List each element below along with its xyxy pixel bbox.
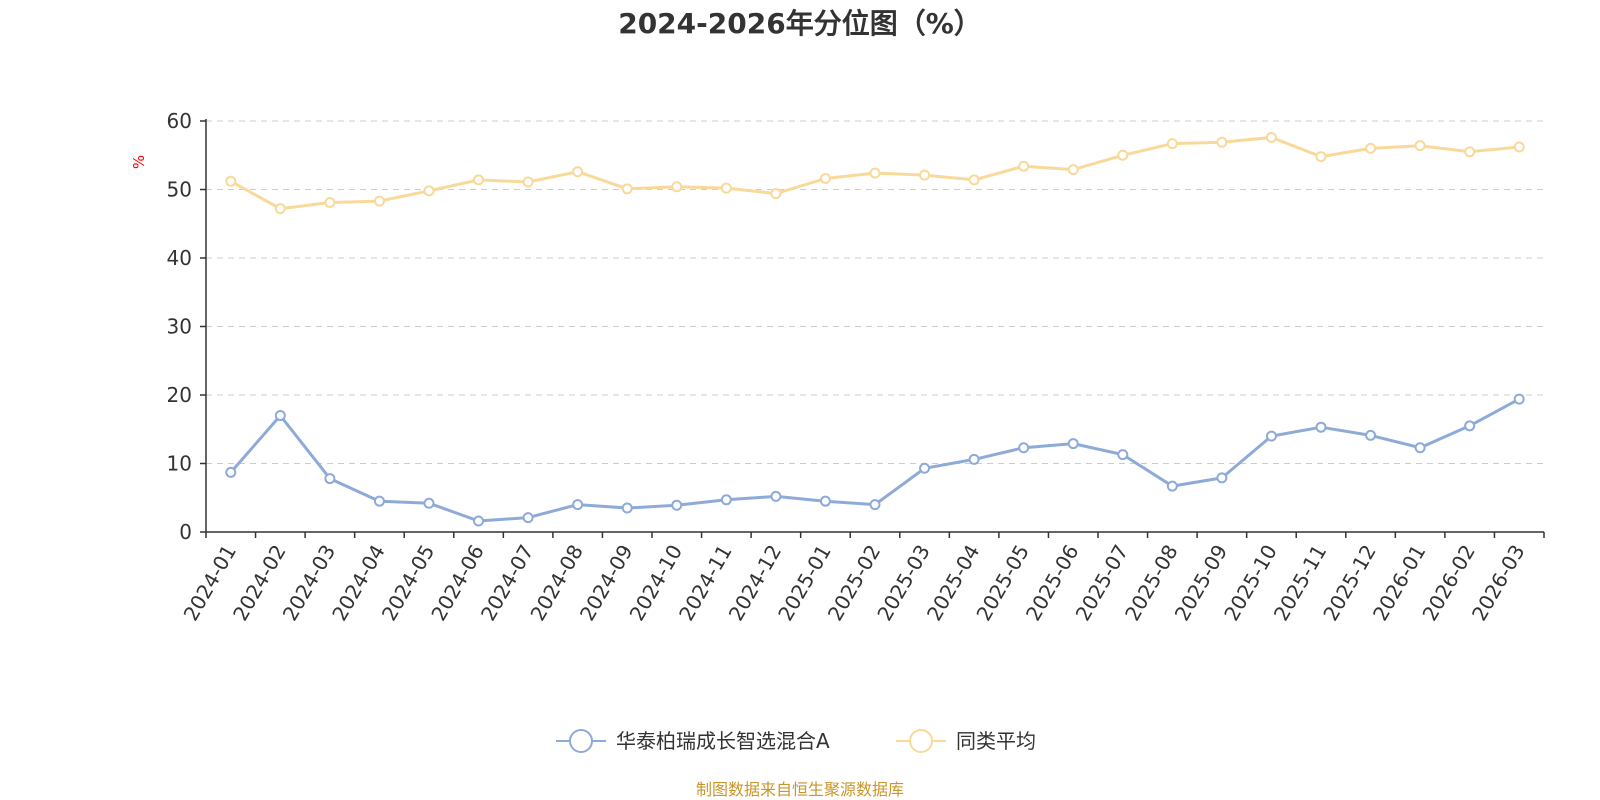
data-point xyxy=(1216,136,1228,148)
data-point xyxy=(770,490,782,502)
data-point xyxy=(572,499,584,511)
data-point xyxy=(1365,142,1377,154)
data-point xyxy=(968,453,980,465)
data-point xyxy=(819,173,831,185)
data-point xyxy=(1166,138,1178,150)
data-point xyxy=(1464,146,1476,158)
data-point xyxy=(274,410,286,422)
y-tick-label: 30 xyxy=(167,315,192,339)
data-point xyxy=(919,462,931,474)
data-point xyxy=(671,499,683,511)
y-axis: 0 10 20 30 40 50 60 xyxy=(167,109,207,544)
data-point xyxy=(572,166,584,178)
data-point xyxy=(225,466,237,478)
data-point xyxy=(1513,141,1525,153)
data-point xyxy=(1315,151,1327,163)
data-point xyxy=(324,473,336,485)
y-tick-label: 60 xyxy=(167,109,192,133)
data-point xyxy=(473,515,485,527)
legend-label: 华泰柏瑞成长智选混合A xyxy=(616,729,830,753)
data-point xyxy=(869,499,881,511)
data-point xyxy=(423,497,435,509)
data-point xyxy=(1315,421,1327,433)
data-point xyxy=(1365,429,1377,441)
y-tick-label: 20 xyxy=(167,383,192,407)
data-point xyxy=(522,176,534,188)
data-point xyxy=(819,495,831,507)
data-point xyxy=(1265,430,1277,442)
data-point xyxy=(919,169,931,181)
data-point xyxy=(1018,442,1030,454)
y-tick-label: 10 xyxy=(167,452,192,476)
data-point xyxy=(225,175,237,187)
data-point xyxy=(770,188,782,200)
y-tick-label: 50 xyxy=(167,178,192,202)
data-point xyxy=(621,502,633,514)
data-point xyxy=(423,185,435,197)
legend-marker xyxy=(569,729,593,753)
data-point xyxy=(1117,449,1129,461)
data-point xyxy=(968,174,980,186)
data-point xyxy=(324,197,336,209)
data-point xyxy=(373,195,385,207)
data-point xyxy=(1464,420,1476,432)
data-point xyxy=(1216,472,1228,484)
data-point xyxy=(1414,442,1426,454)
data-point xyxy=(1117,149,1129,161)
gridlines xyxy=(206,120,1544,464)
data-point xyxy=(869,167,881,179)
data-point xyxy=(720,494,732,506)
data-point xyxy=(621,183,633,195)
legend-marker xyxy=(909,729,933,753)
x-axis: 2024-012024-022024-032024-042024-052024-… xyxy=(179,531,1545,625)
series-1 xyxy=(225,393,1525,527)
y-tick-label: 40 xyxy=(167,246,192,270)
data-point xyxy=(522,512,534,524)
data-point xyxy=(1513,393,1525,405)
legend: 华泰柏瑞成长智选混合A 同类平均 xyxy=(556,729,1036,753)
data-point xyxy=(274,203,286,215)
legend-item-1: 华泰柏瑞成长智选混合A xyxy=(556,729,830,753)
data-point xyxy=(1067,438,1079,450)
series-2 xyxy=(225,131,1525,215)
data-point xyxy=(1265,131,1277,143)
data-point xyxy=(1166,480,1178,492)
y-tick-label: 0 xyxy=(179,520,192,544)
data-point xyxy=(720,182,732,194)
data-point xyxy=(1018,160,1030,172)
data-point xyxy=(1414,140,1426,152)
data-point xyxy=(671,181,683,193)
data-point xyxy=(373,495,385,507)
series-group xyxy=(225,131,1525,527)
source-note: 制图数据来自恒生聚源数据库 xyxy=(696,780,904,799)
legend-label: 同类平均 xyxy=(956,729,1036,753)
chart-title: 2024-2026年分位图（%） xyxy=(618,7,982,40)
legend-item-2: 同类平均 xyxy=(896,729,1036,753)
data-point xyxy=(473,174,485,186)
data-point xyxy=(1067,164,1079,176)
y-axis-unit-label: % xyxy=(130,155,148,169)
